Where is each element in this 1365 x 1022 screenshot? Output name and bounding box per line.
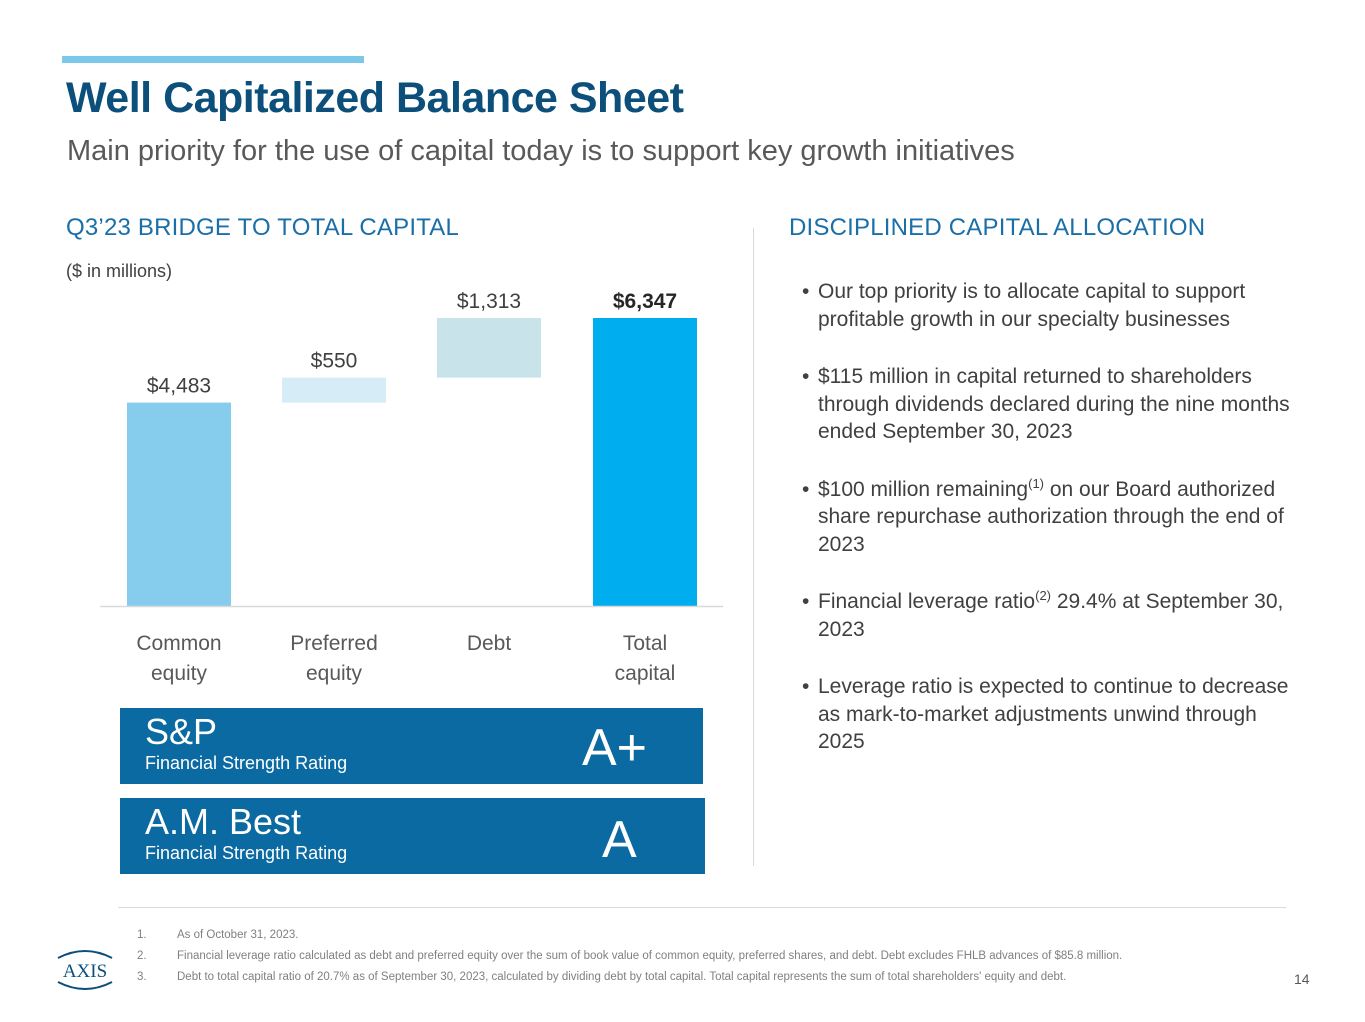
slide-subtitle: Main priority for the use of capital tod… xyxy=(67,135,1015,167)
bar-3 xyxy=(437,318,541,378)
tick-label-4: capital xyxy=(615,662,676,685)
chart-units-label: ($ in millions) xyxy=(66,261,173,281)
data-label-1: $4,483 xyxy=(147,375,211,398)
ambest-rating-grade: A xyxy=(602,811,637,869)
page-number: 14 xyxy=(1294,971,1310,987)
footnotes: 1. As of October 31, 2023. 2. Financial le… xyxy=(137,925,1122,988)
sp-rating-subtitle: Financial Strength Rating xyxy=(145,753,348,773)
sp-rating-grade: A+ xyxy=(582,719,648,777)
sp-agency-name: S&P xyxy=(145,711,218,752)
ambest-agency-name: A.M. Best xyxy=(145,801,302,842)
bullet-item: Leverage ratio is expected to continue t… xyxy=(802,673,1292,756)
bar-2 xyxy=(282,377,386,403)
logo-text: AXIS xyxy=(63,961,107,982)
tick-label-2: Preferred xyxy=(290,632,378,655)
chart-heading: Q3’23 BRIDGE TO TOTAL CAPITAL xyxy=(66,214,460,241)
bullet-item: $115 million in capital returned to shar… xyxy=(802,363,1292,446)
slide-title: Well Capitalized Balance Sheet xyxy=(66,74,684,122)
tick-label-1: Common xyxy=(136,632,221,655)
footnote: 3. Debt to total capital ratio of 20.7% a… xyxy=(137,971,1067,983)
tick-label-4: Total xyxy=(623,632,667,655)
footnote: 2. Financial leverage ratio calculated as… xyxy=(137,950,1123,962)
sp-rating-box: S&P Financial Strength Rating A+ xyxy=(120,708,703,784)
bar-1 xyxy=(127,402,231,606)
allocation-heading: DISCIPLINED CAPITAL ALLOCATION xyxy=(789,214,1206,241)
tick-label-3: Debt xyxy=(467,632,512,655)
bullet-item: Financial leverage ratio(2) 29.4% at Sep… xyxy=(802,588,1292,643)
capital-bridge-chart: $4,483 Common equity $550 Preferred equity $1,… xyxy=(100,290,723,685)
ambest-rating-box: A.M. Best Financial Strength Rating A xyxy=(120,798,705,874)
bar-4 xyxy=(593,318,697,606)
footer-divider xyxy=(118,907,1286,908)
bullet-item: Our top priority is to allocate capital … xyxy=(802,278,1292,333)
axis-logo-icon: AXIS xyxy=(57,950,113,990)
data-label-3: $1,313 xyxy=(457,290,521,313)
data-label-4: $6,347 xyxy=(613,290,677,313)
footnote-ref: (2) xyxy=(1035,588,1052,603)
ambest-rating-subtitle: Financial Strength Rating xyxy=(145,843,348,863)
footnote: 1. As of October 31, 2023. xyxy=(137,929,299,941)
title-accent-bar xyxy=(62,56,364,63)
column-divider xyxy=(753,228,754,866)
tick-label-1: equity xyxy=(151,662,208,685)
allocation-bullet-list: Our top priority is to allocate capital … xyxy=(802,278,1292,786)
bullet-item: $100 million remaining(1) on our Board a… xyxy=(802,476,1292,559)
footnote-ref: (1) xyxy=(1028,475,1045,491)
data-label-2: $550 xyxy=(311,350,358,373)
tick-label-2: equity xyxy=(306,662,363,685)
